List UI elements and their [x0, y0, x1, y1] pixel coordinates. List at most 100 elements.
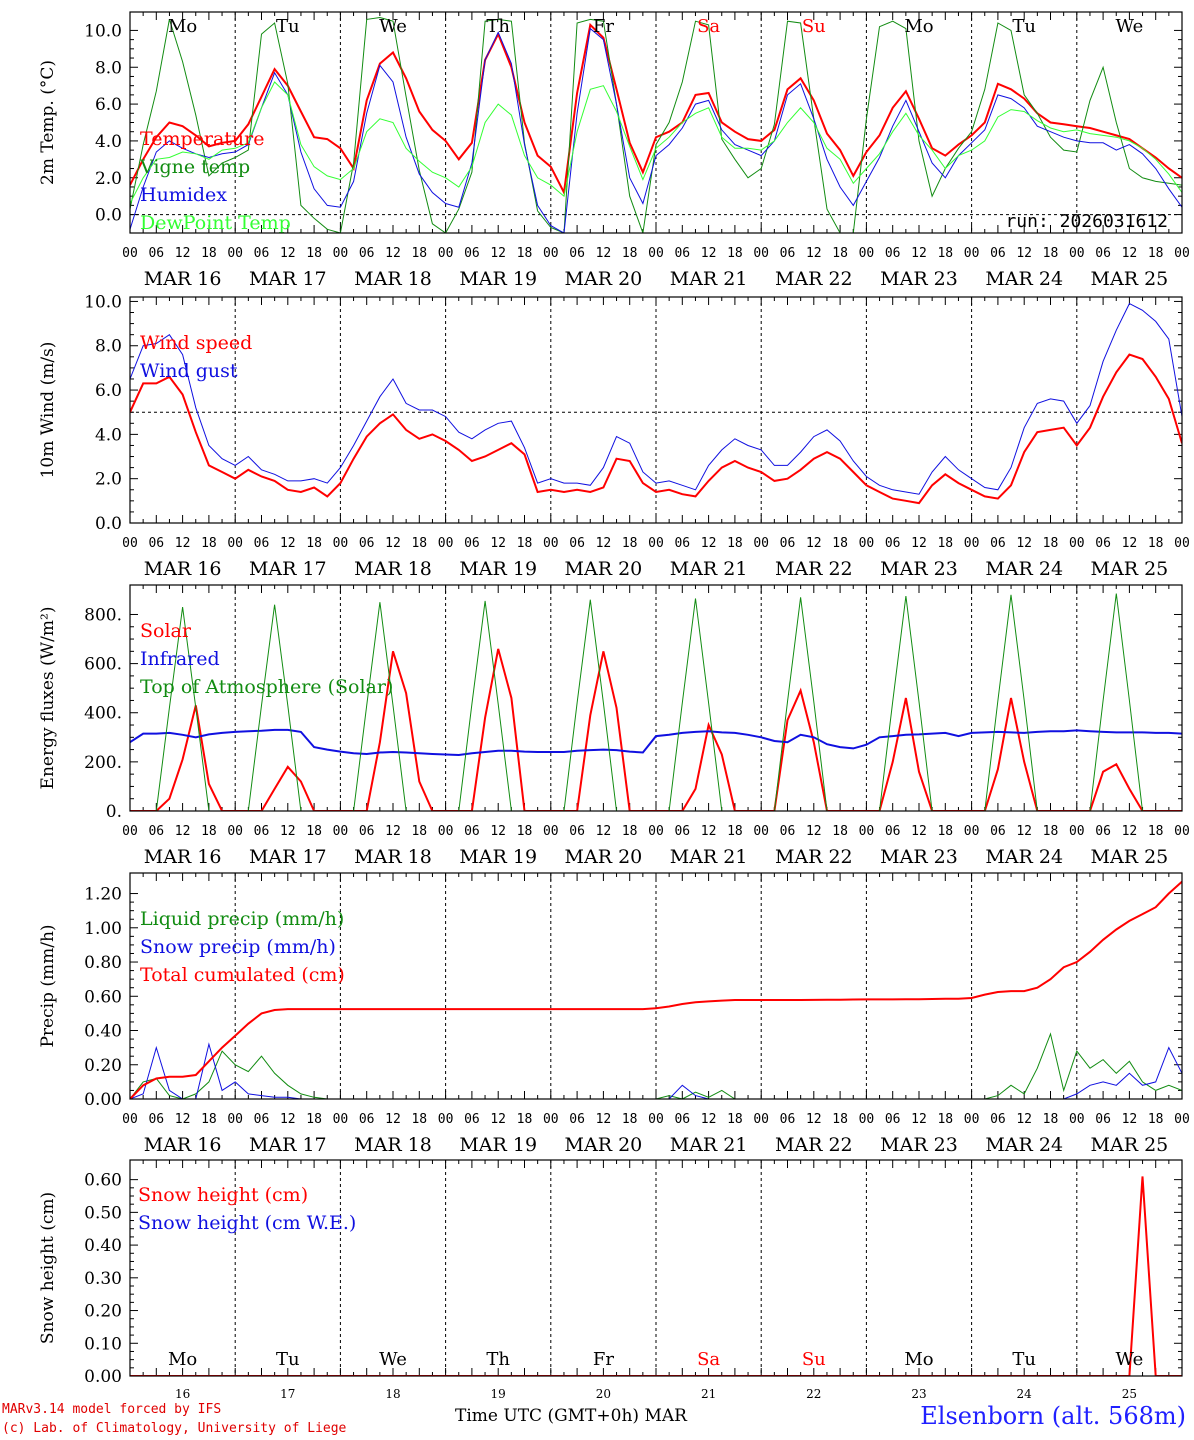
- series-line: [130, 302, 1182, 495]
- x-hour-label: 12: [701, 824, 717, 839]
- x-hour-label: 00: [438, 246, 454, 261]
- x-hour-label: 12: [596, 246, 612, 261]
- legend-entry: Solar: [140, 620, 192, 642]
- x-hour-label: 12: [806, 1112, 822, 1127]
- legend-entry: DewPoint Temp: [140, 212, 291, 234]
- x-hour-label: 18: [832, 246, 848, 261]
- x-date-label: MAR 17: [249, 558, 327, 580]
- y-axis-label: 10m Wind (m/s): [38, 342, 58, 479]
- x-hour-label: 06: [148, 246, 164, 261]
- x-hour-label: 06: [990, 536, 1006, 551]
- legend-entry: Infrared: [140, 648, 220, 670]
- x-hour-label: 00: [122, 246, 138, 261]
- x-date-label: MAR 23: [880, 268, 958, 290]
- x-hour-label: 12: [806, 824, 822, 839]
- x-hour-label: 00: [1174, 1112, 1190, 1127]
- x-hour-label: 18: [727, 246, 743, 261]
- weekday-label: Sa: [697, 16, 720, 37]
- legend-entry: Vigne temp: [139, 156, 250, 178]
- x-hour-label: 00: [122, 824, 138, 839]
- y-axis-label: Energy fluxes (W/m²): [38, 607, 58, 790]
- weekday-label: We: [379, 1349, 407, 1370]
- legend-entry: Snow height (cm W.E.): [138, 1212, 356, 1234]
- x-hour-label: 18: [1043, 536, 1059, 551]
- x-hour-label: 12: [1016, 246, 1032, 261]
- x-hour-label: 00: [333, 824, 349, 839]
- x-day-number: 18: [385, 1387, 400, 1401]
- x-hour-label: 06: [885, 246, 901, 261]
- y-tick-label: 400.: [84, 704, 122, 724]
- x-hour-label: 06: [1095, 246, 1111, 261]
- legend-entry: Top of Atmosphere (Solar): [140, 676, 393, 698]
- x-hour-label: 18: [517, 536, 533, 551]
- x-hour-label: 18: [832, 824, 848, 839]
- x-hour-label: 00: [964, 824, 980, 839]
- x-date-label: MAR 22: [775, 846, 853, 868]
- x-date-label: MAR 22: [775, 1134, 853, 1156]
- x-hour-label: 06: [464, 1112, 480, 1127]
- x-hour-label: 06: [885, 824, 901, 839]
- x-hour-label: 06: [990, 246, 1006, 261]
- y-tick-label: 4.0: [95, 132, 122, 152]
- x-hour-label: 18: [306, 246, 322, 261]
- x-hour-label: 18: [937, 824, 953, 839]
- x-hour-label: 12: [596, 536, 612, 551]
- x-hour-label: 00: [648, 1112, 664, 1127]
- x-date-label: MAR 21: [670, 558, 748, 580]
- legend-entry: Wind speed: [140, 332, 252, 354]
- credit-line-model: MARv3.14 model forced by IFS: [2, 1402, 222, 1417]
- weekday-label: Tu: [276, 16, 300, 37]
- x-hour-label: 06: [1095, 1112, 1111, 1127]
- x-date-label: MAR 22: [775, 558, 853, 580]
- y-axis-label: Snow height (cm): [38, 1192, 58, 1344]
- x-day-number: 17: [280, 1387, 295, 1401]
- x-hour-label: 18: [1148, 824, 1164, 839]
- x-hour-label: 12: [385, 1112, 401, 1127]
- x-hour-label: 00: [227, 246, 243, 261]
- x-date-label: MAR 24: [985, 268, 1063, 290]
- x-hour-label: 18: [832, 1112, 848, 1127]
- y-tick-label: 200.: [84, 753, 122, 773]
- x-date-label: MAR 25: [1091, 1134, 1169, 1156]
- y-tick-label: 0.60: [84, 987, 122, 1007]
- x-hour-label: 18: [1148, 536, 1164, 551]
- y-tick-label: 0.30: [84, 1269, 122, 1289]
- x-date-label: MAR 18: [354, 268, 432, 290]
- x-hour-label: 06: [885, 536, 901, 551]
- x-hour-label: 06: [359, 536, 375, 551]
- y-tick-label: 0.0: [95, 514, 122, 534]
- x-hour-label: 12: [385, 246, 401, 261]
- x-hour-label: 18: [937, 536, 953, 551]
- x-hour-label: 18: [727, 1112, 743, 1127]
- x-hour-label: 18: [517, 824, 533, 839]
- x-hour-label: 00: [753, 536, 769, 551]
- x-hour-label: 00: [1069, 246, 1085, 261]
- x-hour-label: 18: [411, 1112, 427, 1127]
- x-date-label: MAR 24: [985, 846, 1063, 868]
- x-hour-label: 06: [780, 536, 796, 551]
- x-hour-label: 06: [885, 1112, 901, 1127]
- x-hour-label: 18: [411, 536, 427, 551]
- x-hour-label: 06: [990, 1112, 1006, 1127]
- x-hour-label: 00: [964, 536, 980, 551]
- y-tick-label: 8.0: [95, 58, 122, 78]
- x-day-number: 22: [806, 1387, 821, 1401]
- x-hour-label: 18: [517, 246, 533, 261]
- x-hour-label: 12: [701, 536, 717, 551]
- x-hour-label: 00: [648, 246, 664, 261]
- x-hour-label: 12: [490, 246, 506, 261]
- y-tick-label: 0.80: [84, 953, 122, 973]
- x-hour-label: 12: [280, 246, 296, 261]
- x-date-label: MAR 18: [354, 846, 432, 868]
- x-hour-label: 18: [622, 246, 638, 261]
- x-date-label: MAR 16: [144, 846, 222, 868]
- x-hour-label: 00: [333, 246, 349, 261]
- x-hour-label: 00: [1174, 824, 1190, 839]
- x-hour-label: 12: [1016, 536, 1032, 551]
- panel-frame: [129, 11, 1183, 234]
- x-date-label: MAR 19: [459, 846, 537, 868]
- weekday-label: Fr: [593, 1349, 614, 1370]
- x-hour-label: 12: [1122, 1112, 1138, 1127]
- x-hour-label: 00: [1069, 536, 1085, 551]
- x-date-label: MAR 25: [1091, 268, 1169, 290]
